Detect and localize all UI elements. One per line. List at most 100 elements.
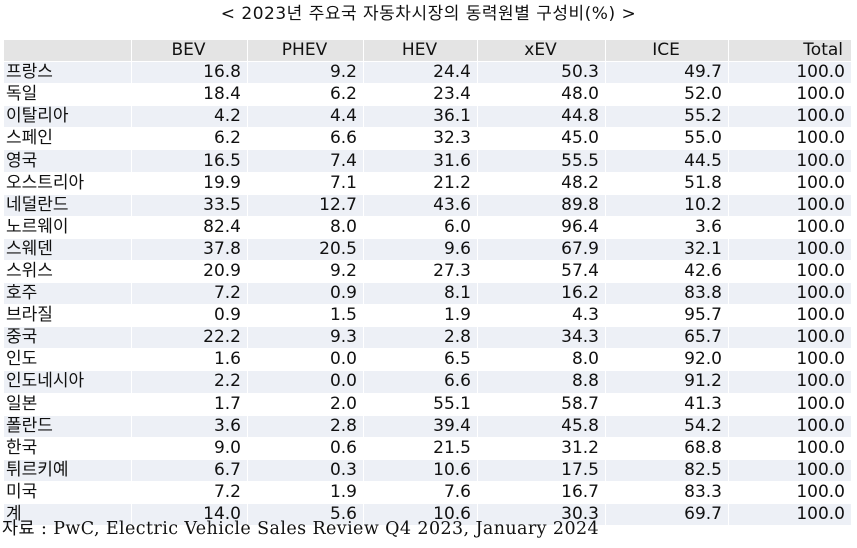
country-cell: 스페인	[4, 128, 132, 151]
xev-cell: 58.7	[478, 393, 606, 416]
header-hev: HEV	[364, 40, 478, 63]
phev-cell: 6.2	[248, 84, 364, 107]
table-row: 튀르키예 6.7 0.3 10.6 17.5 82.5 100.0	[4, 459, 852, 482]
bev-cell: 7.2	[132, 283, 248, 306]
country-cell: 인도네시아	[4, 371, 132, 394]
ice-cell: 55.2	[606, 106, 729, 129]
xev-cell: 34.3	[478, 327, 606, 350]
country-cell: 브라질	[4, 305, 132, 328]
ice-cell: 41.3	[606, 393, 729, 416]
country-cell: 프랑스	[4, 62, 132, 85]
total-cell: 100.0	[729, 260, 852, 284]
country-cell: 인도	[4, 349, 132, 372]
ice-cell: 51.8	[606, 172, 729, 195]
total-cell: 100.0	[729, 283, 852, 306]
country-cell: 호주	[4, 283, 132, 306]
phev-cell: 1.5	[248, 305, 364, 328]
xev-cell: 8.8	[478, 371, 606, 394]
hev-cell: 24.4	[364, 62, 478, 85]
xev-cell: 16.2	[478, 283, 606, 306]
table-row: 오스트리아 19.9 7.1 21.2 48.2 51.8 100.0	[4, 172, 852, 195]
header-phev: PHEV	[248, 40, 364, 63]
phev-cell: 2.8	[248, 415, 364, 438]
powertrain-share-table: BEV PHEV HEV xEV ICE Total 프랑스 16.8 9.2 24.…	[4, 40, 852, 527]
bev-cell: 0.9	[132, 305, 248, 328]
country-cell: 영국	[4, 150, 132, 173]
total-cell: 100.0	[729, 393, 852, 416]
hev-cell: 6.6	[364, 371, 478, 394]
total-cell: 100.0	[729, 459, 852, 482]
ice-cell: 65.7	[606, 327, 729, 350]
table-row: 네덜란드 33.5 12.7 43.6 89.8 10.2 100.0	[4, 194, 852, 217]
ice-cell: 42.6	[606, 260, 729, 284]
country-cell: 이탈리아	[4, 106, 132, 129]
xev-cell: 89.8	[478, 194, 606, 217]
bev-cell: 6.2	[132, 128, 248, 151]
country-cell: 일본	[4, 393, 132, 416]
table-row: 스웨덴 37.8 20.5 9.6 67.9 32.1 100.0	[4, 238, 852, 261]
total-cell: 100.0	[729, 238, 852, 261]
table-row: 스페인 6.2 6.6 32.3 45.0 55.0 100.0	[4, 128, 852, 151]
phev-cell: 0.0	[248, 371, 364, 394]
table-row: 인도네시아 2.2 0.0 6.6 8.8 91.2 100.0	[4, 371, 852, 394]
bev-cell: 9.0	[132, 437, 248, 460]
table-row: 이탈리아 4.2 4.4 36.1 44.8 55.2 100.0	[4, 106, 852, 129]
phev-cell: 8.0	[248, 216, 364, 239]
header-total: Total	[729, 40, 852, 63]
hev-cell: 10.6	[364, 459, 478, 482]
total-cell: 100.0	[729, 62, 852, 85]
bev-cell: 33.5	[132, 194, 248, 217]
bev-cell: 22.2	[132, 327, 248, 350]
table-row: 미국 7.2 1.9 7.6 16.7 83.3 100.0	[4, 481, 852, 504]
xev-cell: 96.4	[478, 216, 606, 239]
xev-cell: 48.0	[478, 84, 606, 107]
phev-cell: 4.4	[248, 106, 364, 129]
header-bev: BEV	[132, 40, 248, 63]
phev-cell: 7.1	[248, 172, 364, 195]
bev-cell: 7.2	[132, 481, 248, 504]
phev-cell: 20.5	[248, 238, 364, 261]
ice-cell: 32.1	[606, 238, 729, 261]
bev-cell: 2.2	[132, 371, 248, 394]
table-row: 폴란드 3.6 2.8 39.4 45.8 54.2 100.0	[4, 415, 852, 438]
ice-cell: 44.5	[606, 150, 729, 173]
xev-cell: 67.9	[478, 238, 606, 261]
bev-cell: 16.5	[132, 150, 248, 173]
hev-cell: 6.0	[364, 216, 478, 239]
ice-cell: 52.0	[606, 84, 729, 107]
hev-cell: 27.3	[364, 260, 478, 284]
table-row: 일본 1.7 2.0 55.1 58.7 41.3 100.0	[4, 393, 852, 416]
hev-cell: 32.3	[364, 128, 478, 151]
total-cell: 100.0	[729, 150, 852, 173]
xev-cell: 16.7	[478, 481, 606, 504]
bev-cell: 19.9	[132, 172, 248, 195]
xev-cell: 55.5	[478, 150, 606, 173]
bev-cell: 14.0	[132, 503, 248, 527]
bev-cell: 1.7	[132, 393, 248, 416]
xev-cell: 4.3	[478, 305, 606, 328]
hev-cell: 6.5	[364, 349, 478, 372]
phev-cell: 5.6	[248, 503, 364, 527]
hev-cell: 31.6	[364, 150, 478, 173]
country-cell: 스웨덴	[4, 238, 132, 261]
ice-cell: 69.7	[606, 503, 729, 527]
ice-cell: 3.6	[606, 216, 729, 239]
phev-cell: 0.3	[248, 459, 364, 482]
country-cell: 한국	[4, 437, 132, 460]
table-row: 브라질 0.9 1.5 1.9 4.3 95.7 100.0	[4, 305, 852, 328]
total-cell: 100.0	[729, 216, 852, 239]
hev-cell: 43.6	[364, 194, 478, 217]
total-cell: 100.0	[729, 437, 852, 460]
hev-cell: 10.6	[364, 503, 478, 527]
total-cell: 100.0	[729, 371, 852, 394]
table-row: 호주 7.2 0.9 8.1 16.2 83.8 100.0	[4, 283, 852, 306]
country-cell: 오스트리아	[4, 172, 132, 195]
xev-cell: 44.8	[478, 106, 606, 129]
country-cell: 미국	[4, 481, 132, 504]
bev-cell: 1.6	[132, 349, 248, 372]
phev-cell: 12.7	[248, 194, 364, 217]
xev-cell: 57.4	[478, 260, 606, 284]
ice-cell: 54.2	[606, 415, 729, 438]
bev-cell: 6.7	[132, 459, 248, 482]
country-cell: 독일	[4, 84, 132, 107]
